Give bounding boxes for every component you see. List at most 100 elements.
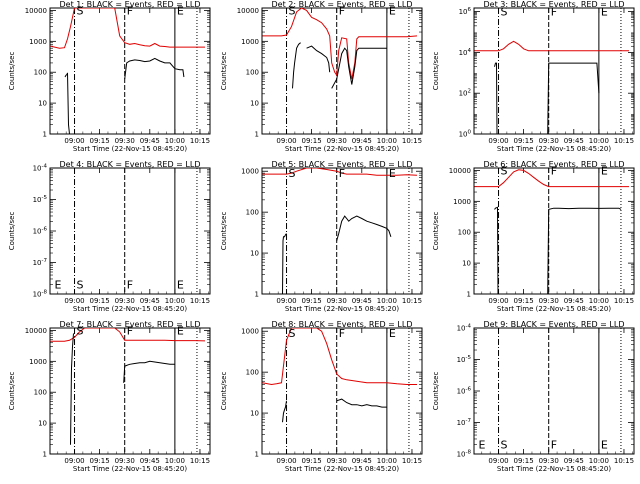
- marker-letter: E: [601, 6, 608, 19]
- x-tick-label: 09:45: [352, 297, 372, 305]
- x-tick-label: 09:15: [514, 137, 534, 145]
- panel-title: Det 5: BLACK = Events, RED = LLD: [272, 160, 413, 169]
- x-tick-label: 10:00: [377, 137, 397, 145]
- detector-panel-9: Det 9: BLACK = Events, RED = LLD Counts/s…: [432, 320, 635, 473]
- marker-letter: E: [54, 279, 61, 292]
- y-axis-label: Counts/sec: [432, 212, 440, 251]
- x-tick-label: 09:00: [488, 297, 508, 305]
- marker-letter: E: [389, 167, 396, 180]
- x-axis-label: Start Time (22-Nov-15 08:45:20): [285, 145, 399, 153]
- x-tick-label: 09:15: [90, 297, 110, 305]
- y-tick-label: 1000: [241, 38, 259, 46]
- marker-letter: F: [551, 164, 557, 177]
- x-tick-label: 09:45: [140, 297, 160, 305]
- x-tick-label: 09:15: [302, 297, 322, 305]
- y-tick-label: 100: [458, 229, 471, 237]
- y-tick-label: 10000: [237, 7, 259, 15]
- x-tick-label: 09:15: [302, 137, 322, 145]
- x-tick-label: 09:45: [140, 457, 160, 465]
- events-series-line: [547, 62, 600, 134]
- x-tick-label: 09:30: [115, 297, 135, 305]
- panel-frame: [49, 167, 211, 295]
- marker-letter: F: [127, 4, 133, 17]
- x-tick-label: 10:15: [190, 137, 210, 145]
- marker-letter: E: [177, 324, 184, 337]
- y-tick-label: 1000: [241, 328, 259, 336]
- marker-letter: F: [127, 324, 133, 337]
- marker-letter: S: [289, 327, 296, 340]
- x-axis-label: Start Time (22-Nov-15 08:45:20): [497, 145, 611, 153]
- marker-letter: E: [601, 164, 608, 177]
- y-tick-label: 100: [246, 69, 259, 77]
- y-tick-label: 10: [250, 100, 259, 108]
- panel-frame: [473, 327, 635, 455]
- y-tick-label: 10-8: [457, 450, 472, 459]
- marker-letter: S: [77, 279, 84, 292]
- x-tick-label: 10:00: [377, 457, 397, 465]
- marker-letter: S: [289, 4, 296, 17]
- x-tick-label: 09:00: [276, 137, 296, 145]
- x-tick-label: 09:00: [64, 297, 84, 305]
- y-tick-label: 10-5: [457, 355, 472, 364]
- lld-series-line: [50, 328, 206, 342]
- x-axis-label: Start Time (22-Nov-15 08:45:20): [285, 305, 399, 313]
- marker-letter: F: [127, 279, 133, 292]
- lld-series-line: [474, 40, 629, 52]
- x-tick-label: 09:45: [564, 457, 584, 465]
- y-tick-label: 10-5: [33, 195, 48, 204]
- y-tick-label: 1: [255, 131, 259, 139]
- x-tick-label: 09:45: [140, 137, 160, 145]
- x-axis-label: Start Time (22-Nov-15 08:45:20): [73, 145, 187, 153]
- x-tick-label: 09:30: [115, 137, 135, 145]
- events-series-line: [336, 398, 387, 408]
- marker-letter: E: [601, 439, 608, 452]
- plot-area: [474, 8, 629, 134]
- y-tick-label: 10-7: [457, 418, 472, 427]
- y-tick-label: 10000: [25, 7, 47, 15]
- x-tick-label: 09:30: [539, 457, 559, 465]
- y-tick-label: 104: [459, 48, 472, 57]
- plot-area: [50, 8, 205, 134]
- x-tick-label: 09:45: [352, 137, 372, 145]
- y-tick-label: 10-7: [33, 258, 48, 267]
- y-tick-label: 102: [459, 89, 471, 98]
- marker-letter: F: [339, 4, 345, 17]
- y-tick-label: 10-4: [457, 324, 472, 333]
- x-tick-label: 10:00: [589, 297, 609, 305]
- detector-panel-2: Det 2: BLACK = Events, RED = LLD Counts/s…: [220, 0, 423, 153]
- x-axis-label: Start Time (22-Nov-15 08:45:20): [73, 305, 187, 313]
- panel-frame: [473, 167, 635, 295]
- x-tick-label: 09:00: [276, 457, 296, 465]
- x-tick-label: 10:15: [190, 297, 210, 305]
- marker-letter: S: [501, 6, 508, 19]
- detector-panel-6: Det 6: BLACK = Events, RED = LLD Counts/s…: [432, 160, 635, 313]
- panel-title: Det 6: BLACK = Events, RED = LLD: [484, 160, 625, 169]
- x-tick-label: 10:00: [589, 137, 609, 145]
- marker-letter: S: [501, 439, 508, 452]
- x-tick-label: 10:00: [165, 137, 185, 145]
- x-tick-label: 10:15: [402, 137, 422, 145]
- plot-area: [474, 168, 629, 294]
- plot-area: [262, 168, 418, 294]
- x-tick-label: 10:15: [190, 457, 210, 465]
- y-tick-label: 10: [38, 420, 47, 428]
- marker-letter: E: [389, 327, 396, 340]
- marker-letter: S: [501, 164, 508, 177]
- x-tick-label: 10:15: [614, 457, 634, 465]
- plot-area: [262, 8, 418, 134]
- x-tick-label: 10:00: [377, 297, 397, 305]
- y-tick-label: 100: [34, 389, 47, 397]
- events-series-line: [70, 333, 74, 445]
- marker-letter: E: [478, 439, 485, 452]
- panel-frame: [49, 7, 211, 135]
- x-tick-label: 09:15: [90, 457, 110, 465]
- x-tick-label: 09:45: [564, 297, 584, 305]
- marker-letter: F: [339, 167, 345, 180]
- x-tick-label: 09:00: [64, 137, 84, 145]
- detector-panel-8: Det 8: BLACK = Events, RED = LLD Counts/s…: [220, 320, 423, 473]
- x-tick-label: 10:15: [402, 457, 422, 465]
- y-tick-label: 1: [255, 451, 259, 459]
- plot-area: [262, 328, 417, 454]
- x-tick-label: 09:00: [64, 457, 84, 465]
